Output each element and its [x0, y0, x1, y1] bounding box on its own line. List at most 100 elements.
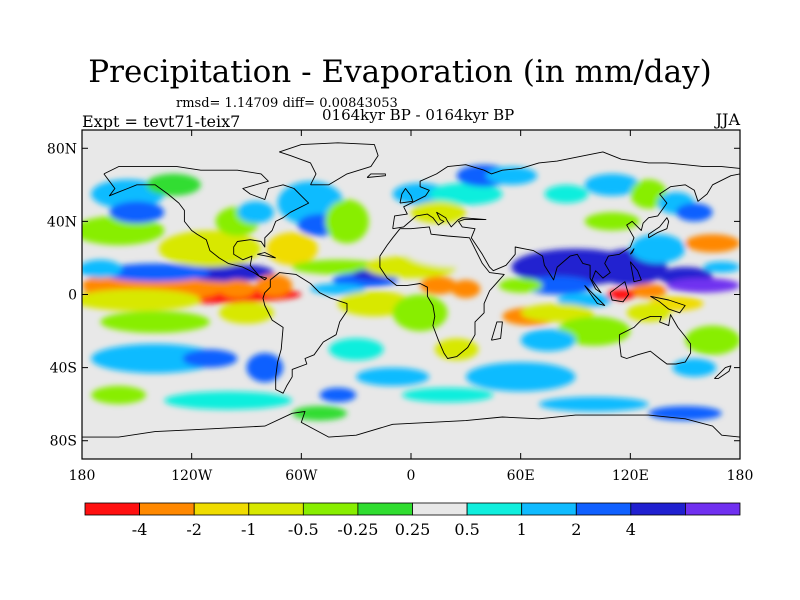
colorbar-box-1 — [139, 502, 195, 516]
field-blob-56 — [520, 329, 576, 352]
field-blob-50 — [606, 289, 636, 300]
field-blob-63 — [182, 349, 238, 368]
field-blob-58 — [626, 303, 671, 322]
field-blob-23 — [337, 290, 411, 317]
field-blob-55 — [557, 316, 631, 346]
experiment-label: Expt = tevt71-teix7 — [82, 112, 241, 131]
field-blob-41 — [520, 276, 594, 295]
field-blob-2 — [82, 289, 201, 311]
colorbar-box-10 — [630, 502, 686, 516]
field-blob-66 — [328, 338, 384, 361]
colorbar-box-6 — [412, 502, 468, 516]
coastline-1 — [262, 272, 348, 394]
field-blob-22 — [310, 283, 366, 295]
colorbar-box-3 — [248, 502, 304, 516]
field-blob-8 — [158, 230, 262, 268]
field-blob-4 — [100, 263, 210, 282]
lon-tick-label: 180 — [727, 468, 754, 484]
field-blob-46 — [666, 278, 740, 293]
coastline-9 — [609, 281, 629, 303]
colorbar-box-8 — [521, 502, 577, 516]
field-blob-59 — [685, 325, 740, 355]
chart-title: Precipitation - Evaporation (in mm/day) — [88, 54, 712, 90]
coastline-8 — [584, 285, 606, 306]
field-blob-48 — [703, 261, 740, 273]
field-blob-5 — [82, 259, 123, 278]
lat-tick-label: 80S — [50, 434, 77, 450]
field-blob-36 — [630, 179, 667, 209]
field-blob-18 — [237, 201, 274, 224]
coastline-12 — [399, 188, 414, 204]
season-label: JJA — [715, 110, 740, 129]
lon-tick-label: 120E — [612, 468, 649, 484]
field-blob-34 — [544, 184, 589, 204]
field-blob-15 — [325, 199, 369, 244]
pme-field-layer — [82, 164, 740, 421]
field-blob-3 — [182, 263, 274, 282]
lon-tick-label: 0 — [407, 468, 416, 484]
field-blob-44 — [630, 234, 686, 264]
coastline-2 — [379, 226, 505, 359]
coastline-15 — [714, 365, 732, 380]
colorbar-label: 2 — [571, 520, 581, 539]
field-blob-52 — [498, 278, 543, 293]
coastline-13 — [366, 173, 386, 178]
coastline-0 — [103, 166, 310, 281]
field-blob-32 — [411, 201, 466, 224]
colorbar-label: -0.5 — [288, 520, 319, 539]
field-blob-16 — [266, 232, 318, 266]
stats-text: rmsd= 1.14709 diff= 0.00843053 — [176, 96, 398, 111]
colorbar-box-5 — [357, 502, 413, 516]
field-blob-35 — [584, 173, 640, 196]
coastline-16 — [629, 248, 635, 255]
colorbar-label: -1 — [241, 520, 257, 539]
coastline-10 — [648, 217, 670, 239]
field-blob-26 — [451, 279, 481, 299]
colorbar-label: -2 — [186, 520, 202, 539]
field-blob-71 — [91, 385, 146, 405]
lat-tick-label: 0 — [68, 288, 77, 304]
lon-tick-label: 180 — [69, 468, 96, 484]
field-blob-12 — [146, 173, 201, 196]
coastline-4 — [618, 314, 692, 365]
coastline-3 — [392, 151, 740, 294]
coastline-11 — [650, 295, 686, 314]
field-blob-29 — [392, 183, 448, 205]
coastline-17 — [629, 261, 642, 283]
field-blob-70 — [539, 396, 649, 412]
field-blob-38 — [676, 203, 713, 222]
colorbar: -4 -2 -1 -0.5 -0.25 0.25 0.5 1 2 4 — [84, 502, 741, 539]
field-blob-61 — [100, 310, 210, 333]
coastline-7 — [490, 321, 503, 341]
field-blob-74 — [319, 387, 357, 403]
field-blob-60 — [672, 358, 717, 377]
field-blob-28 — [401, 230, 512, 268]
colorbar-label: -4 — [132, 520, 148, 539]
lat-tick-label: 40N — [47, 214, 77, 230]
field-blob-65 — [246, 353, 284, 383]
field-blobs — [82, 164, 740, 421]
lat-tick-label: 40S — [50, 361, 77, 377]
axes-layer: 180 120W 60W 0 60E 120E 180 80N 40N 0 40S 80S — [47, 130, 753, 484]
field-blob-11 — [109, 201, 165, 224]
colorbar-box-4 — [302, 502, 359, 516]
field-blob-30 — [429, 183, 503, 205]
field-blob-47 — [685, 234, 740, 253]
field-blob-64 — [219, 301, 274, 324]
lat-tick-label: 80N — [47, 141, 77, 157]
field-blob-72 — [292, 406, 347, 421]
lon-tick-label: 60W — [285, 468, 318, 484]
colorbar-label: 4 — [626, 520, 636, 539]
field-blob-39 — [584, 212, 640, 231]
lon-tick-label: 60E — [507, 468, 535, 484]
field-blob-54 — [520, 303, 594, 322]
coastlines-layer — [82, 142, 740, 438]
field-blob-25 — [420, 276, 457, 295]
field-blob-68 — [401, 387, 494, 403]
colorbar-label: -0.25 — [337, 520, 378, 539]
colorbar-box-7 — [466, 502, 523, 516]
field-blob-9 — [82, 215, 165, 246]
field-blob-69 — [164, 391, 293, 410]
period-subtitle: 0164kyr BP - 0164kyr BP — [322, 106, 515, 124]
colorbar-box-2 — [193, 502, 250, 516]
